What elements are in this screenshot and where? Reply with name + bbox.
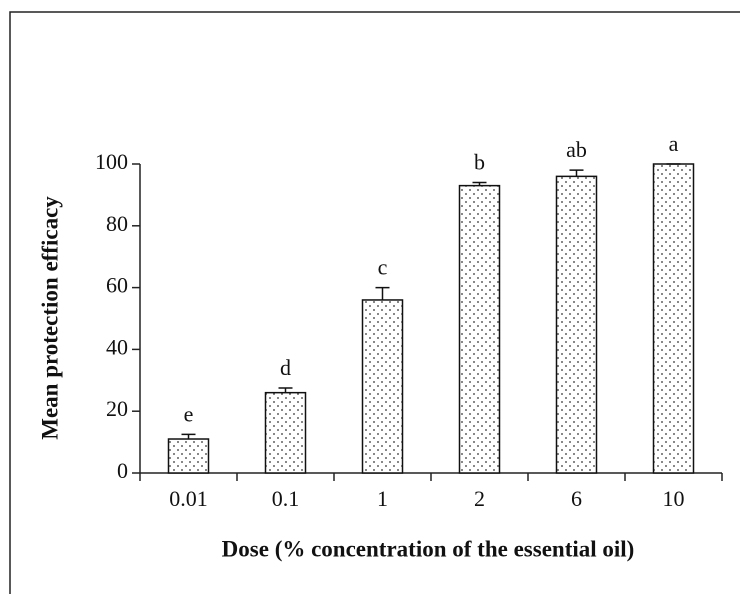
y-tick-label: 60 bbox=[106, 273, 128, 298]
error-bar bbox=[375, 286, 390, 300]
y-tick-label: 80 bbox=[106, 211, 128, 236]
significance-letter: c bbox=[378, 255, 388, 280]
x-tick-label: 0.1 bbox=[272, 486, 300, 511]
x-tick-label: 2 bbox=[474, 486, 485, 511]
significance-letter: a bbox=[669, 131, 679, 156]
y-tick-label: 0 bbox=[117, 458, 128, 483]
x-tick-label: 1 bbox=[377, 486, 388, 511]
bar bbox=[652, 163, 695, 474]
bar bbox=[458, 184, 501, 474]
y-tick-label: 40 bbox=[106, 334, 128, 359]
significance-letter: b bbox=[474, 150, 485, 175]
significance-letter: d bbox=[280, 355, 291, 380]
bar bbox=[555, 175, 598, 474]
bar bbox=[264, 391, 307, 474]
significance-letter: ab bbox=[566, 137, 587, 162]
y-tick-label: 20 bbox=[106, 396, 128, 421]
error-bar bbox=[278, 387, 293, 393]
bar bbox=[361, 299, 404, 474]
significance-letter: e bbox=[184, 401, 194, 426]
x-tick-label: 6 bbox=[571, 486, 582, 511]
x-tick-label: 0.01 bbox=[169, 486, 208, 511]
frame bbox=[9, 11, 740, 594]
error-bar bbox=[181, 433, 196, 440]
y-axis-title: Mean protection efficacy bbox=[37, 196, 62, 440]
error-bar bbox=[472, 181, 487, 186]
x-axis-title: Dose (% concentration of the essential o… bbox=[222, 536, 635, 561]
bar bbox=[167, 438, 210, 474]
error-bar bbox=[569, 169, 584, 177]
y-tick-label: 100 bbox=[95, 149, 128, 174]
x-tick-label: 10 bbox=[663, 486, 685, 511]
